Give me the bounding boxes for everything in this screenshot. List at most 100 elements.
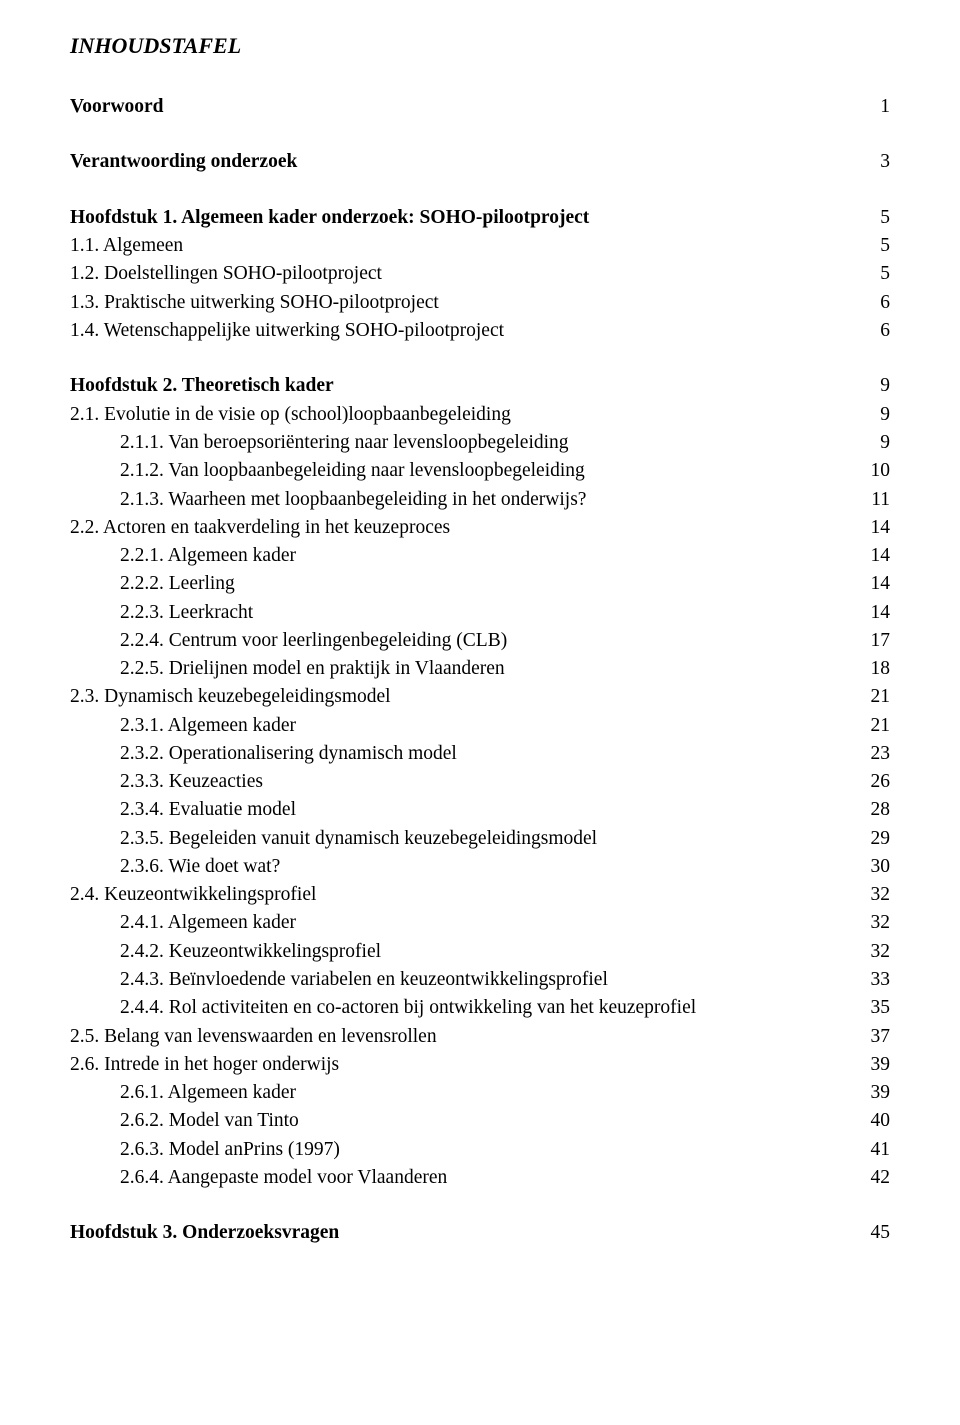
toc-page-number: 1	[860, 93, 890, 121]
toc-label: 2.2.3. Leerkracht	[120, 599, 253, 627]
toc-label: 2.1.2. Van loopbaanbegeleiding naar leve…	[120, 457, 585, 485]
toc-row: Hoofdstuk 3. Onderzoeksvragen45	[70, 1219, 890, 1247]
toc-row: 2.2. Actoren en taakverdeling in het keu…	[70, 514, 890, 542]
toc-page-number: 9	[860, 401, 890, 429]
toc-page-number: 23	[851, 740, 891, 768]
toc-page-number: 33	[851, 966, 891, 994]
toc-label: 2.4. Keuzeontwikkelingsprofiel	[70, 881, 316, 909]
toc-row: 2.1.3. Waarheen met loopbaanbegeleiding …	[70, 486, 890, 514]
toc-page-number: 17	[851, 627, 891, 655]
toc-row: 1.1. Algemeen 5	[70, 232, 890, 260]
toc-page-number: 42	[851, 1164, 891, 1192]
toc-row: 2.2.4. Centrum voor leerlingenbegeleidin…	[70, 627, 890, 655]
toc-label: 2.1.3. Waarheen met loopbaanbegeleiding …	[120, 486, 586, 514]
toc-page-number: 28	[851, 796, 891, 824]
toc-label: 2.3.2. Operationalisering dynamisch mode…	[120, 740, 457, 768]
toc-label: 2.4.3. Beïnvloedende variabelen en keuze…	[120, 966, 608, 994]
toc-row: 2.3.5. Begeleiden vanuit dynamisch keuze…	[70, 825, 890, 853]
toc-label: Voorwoord	[70, 93, 164, 121]
toc-row: 2.6. Intrede in het hoger onderwijs 39	[70, 1051, 890, 1079]
toc-label: 2.4.2. Keuzeontwikkelingsprofiel	[120, 938, 381, 966]
toc-row: 2.3.1. Algemeen kader 21	[70, 712, 890, 740]
toc-page: INHOUDSTAFEL Voorwoord 1 Verantwoording on…	[0, 0, 960, 1425]
toc-label: 2.3. Dynamisch keuzebegeleidingsmodel	[70, 683, 391, 711]
toc-page-number: 45	[851, 1219, 891, 1247]
toc-row: 2.3.4. Evaluatie model 28	[70, 796, 890, 824]
toc-label: 2.2. Actoren en taakverdeling in het keu…	[70, 514, 450, 542]
toc-page-number: 14	[851, 599, 891, 627]
toc-label: 2.4.4. Rol activiteiten en co-actoren bi…	[120, 994, 696, 1022]
toc-page-number: 41	[851, 1136, 891, 1164]
toc-label: 2.6. Intrede in het hoger onderwijs	[70, 1051, 339, 1079]
toc-label: 2.2.2. Leerling	[120, 570, 235, 598]
toc-gap	[70, 121, 890, 148]
toc-label: 2.1.1. Van beroepsoriëntering naar leven…	[120, 429, 569, 457]
toc-page-number: 21	[851, 683, 891, 711]
toc-row: 2.6.4. Aangepaste model voor Vlaanderen 4…	[70, 1164, 890, 1192]
toc-label: 2.2.4. Centrum voor leerlingenbegeleidin…	[120, 627, 507, 655]
toc-row: 2.4.2. Keuzeontwikkelingsprofiel 32	[70, 938, 890, 966]
toc-gap	[70, 1192, 890, 1219]
toc-page-number: 10	[851, 457, 891, 485]
toc-label: 2.6.3. Model anPrins (1997)	[120, 1136, 340, 1164]
toc-page-number: 39	[851, 1051, 891, 1079]
toc-label: Hoofdstuk 1. Algemeen kader onderzoek: S…	[70, 204, 589, 232]
toc-page-number: 5	[860, 260, 890, 288]
toc-row: Hoofdstuk 1. Algemeen kader onderzoek: S…	[70, 204, 890, 232]
toc-page-number: 3	[860, 148, 890, 176]
toc-page-number: 30	[851, 853, 891, 881]
toc-page-number: 35	[851, 994, 891, 1022]
toc-page-number: 40	[851, 1107, 891, 1135]
toc-label: 2.6.4. Aangepaste model voor Vlaanderen	[120, 1164, 447, 1192]
toc-label: 2.4.1. Algemeen kader	[120, 909, 296, 937]
toc-row: 1.4. Wetenschappelijke uitwerking SOHO-p…	[70, 317, 890, 345]
toc-row: 2.4. Keuzeontwikkelingsprofiel 32	[70, 881, 890, 909]
toc-row: 2.1.1. Van beroepsoriëntering naar leven…	[70, 429, 890, 457]
toc-label: 1.2. Doelstellingen SOHO-pilootproject	[70, 260, 382, 288]
toc-row: 2.4.3. Beïnvloedende variabelen en keuze…	[70, 966, 890, 994]
toc-row: 2.4.1. Algemeen kader 32	[70, 909, 890, 937]
toc-page-number: 18	[851, 655, 891, 683]
toc-label: 2.6.1. Algemeen kader	[120, 1079, 296, 1107]
toc-page-number: 6	[860, 317, 890, 345]
toc-label: 2.3.1. Algemeen kader	[120, 712, 296, 740]
toc-page-number: 29	[851, 825, 891, 853]
toc-page-number: 32	[851, 881, 891, 909]
toc-label: 2.3.5. Begeleiden vanuit dynamisch keuze…	[120, 825, 597, 853]
toc-row: Voorwoord 1	[70, 93, 890, 121]
toc-row: 1.3. Praktische uitwerking SOHO-pilootpr…	[70, 289, 890, 317]
toc-label: 2.3.4. Evaluatie model	[120, 796, 296, 824]
toc-label: 2.5. Belang van levenswaarden en levensr…	[70, 1023, 437, 1051]
toc-page-number: 39	[851, 1079, 891, 1107]
toc-title: INHOUDSTAFEL	[70, 30, 890, 62]
toc-label: 2.2.1. Algemeen kader	[120, 542, 296, 570]
toc-page-number: 5	[860, 232, 890, 260]
toc-row: 1.2. Doelstellingen SOHO-pilootproject 5	[70, 260, 890, 288]
toc-row: Hoofdstuk 2. Theoretisch kader9	[70, 372, 890, 400]
toc-row: 2.6.2. Model van Tinto40	[70, 1107, 890, 1135]
toc-label: 2.1. Evolutie in de visie op (school)loo…	[70, 401, 511, 429]
toc-row: 2.6.1. Algemeen kader 39	[70, 1079, 890, 1107]
toc-label: 2.3.6. Wie doet wat?	[120, 853, 280, 881]
toc-row: 2.3.2. Operationalisering dynamisch mode…	[70, 740, 890, 768]
toc-label: 1.1. Algemeen	[70, 232, 183, 260]
toc-row: 2.1. Evolutie in de visie op (school)loo…	[70, 401, 890, 429]
toc-gap	[70, 345, 890, 372]
toc-label: 1.3. Praktische uitwerking SOHO-pilootpr…	[70, 289, 439, 317]
toc-label: 2.2.5. Drielijnen model en praktijk in V…	[120, 655, 505, 683]
toc-label: 1.4. Wetenschappelijke uitwerking SOHO-p…	[70, 317, 504, 345]
toc-body: Voorwoord 1 Verantwoording onderzoek 3 Hoofd…	[70, 93, 890, 1248]
toc-row: 2.6.3. Model anPrins (1997) 41	[70, 1136, 890, 1164]
toc-page-number: 32	[851, 938, 891, 966]
toc-row: 2.2.2. Leerling 14	[70, 570, 890, 598]
toc-row: 2.2.3. Leerkracht 14	[70, 599, 890, 627]
toc-row: 2.2.5. Drielijnen model en praktijk in V…	[70, 655, 890, 683]
toc-page-number: 14	[851, 570, 891, 598]
toc-page-number: 6	[860, 289, 890, 317]
toc-page-number: 32	[851, 909, 891, 937]
toc-page-number: 14	[851, 514, 891, 542]
toc-row: Verantwoording onderzoek 3	[70, 148, 890, 176]
toc-page-number: 21	[851, 712, 891, 740]
toc-label: Verantwoording onderzoek	[70, 148, 297, 176]
toc-row: 2.3.6. Wie doet wat? 30	[70, 853, 890, 881]
